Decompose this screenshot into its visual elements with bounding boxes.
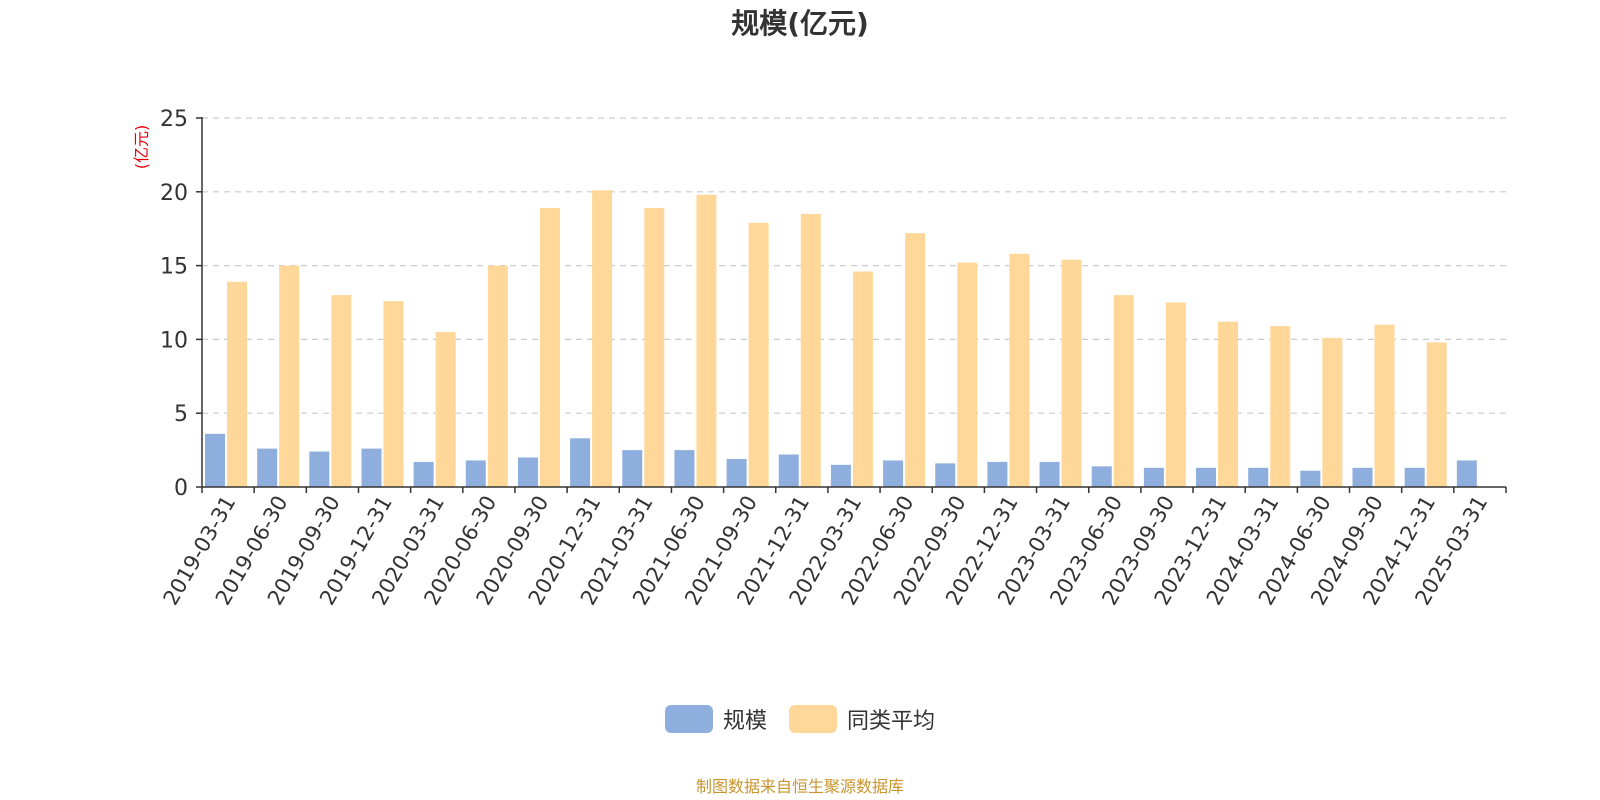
bar-series-0 — [830, 464, 851, 487]
bar-series-1 — [1426, 342, 1447, 487]
bar-series-0 — [465, 460, 486, 487]
bar-series-1 — [1374, 324, 1395, 487]
bar-series-0 — [622, 450, 643, 487]
bar-series-0 — [987, 461, 1008, 487]
legend: 规模 同类平均 — [0, 703, 1600, 735]
bar-series-0 — [1143, 467, 1164, 487]
bars — [205, 190, 1477, 487]
bar-series-0 — [413, 461, 434, 487]
bar-series-1 — [331, 295, 352, 487]
bar-series-1 — [435, 332, 456, 487]
bar-series-1 — [748, 222, 769, 487]
legend-swatch-series-0 — [664, 705, 713, 733]
bar-series-1 — [539, 208, 560, 487]
legend-swatch-series-1 — [789, 705, 837, 733]
y-tick-label: 15 — [160, 255, 188, 280]
bar-series-0 — [1404, 467, 1425, 487]
bar-series-0 — [1456, 460, 1477, 487]
legend-item-series-0[interactable]: 规模 — [664, 703, 767, 735]
bar-series-1 — [592, 190, 613, 487]
bar-series-1 — [800, 213, 821, 487]
bar-series-0 — [309, 451, 330, 487]
bar-series-0 — [361, 448, 382, 487]
bar-series-0 — [570, 438, 591, 487]
y-tick-label: 0 — [174, 476, 188, 501]
chart-title: 规模(亿元) — [731, 7, 869, 40]
bar-series-1 — [852, 271, 873, 487]
bar-series-0 — [883, 460, 904, 487]
axes: 05101520252019-03-312019-06-302019-09-30… — [159, 107, 1507, 609]
bar-series-0 — [935, 463, 956, 487]
bar-series-1 — [1165, 302, 1186, 487]
bar-series-1 — [1113, 295, 1134, 487]
bar-series-1 — [227, 281, 247, 487]
legend-label-series-1: 同类平均 — [847, 709, 936, 734]
bar-series-1 — [905, 233, 926, 487]
bar-series-1 — [957, 262, 978, 487]
y-axis-unit-label: (亿元) — [132, 125, 151, 170]
bar-series-0 — [1352, 467, 1373, 487]
legend-item-series-1[interactable]: 同类平均 — [789, 703, 935, 735]
bar-series-1 — [1061, 259, 1082, 487]
bar-series-1 — [1218, 321, 1239, 487]
bar-series-0 — [674, 450, 695, 487]
bar-series-0 — [1039, 461, 1060, 487]
y-tick-label: 20 — [160, 181, 188, 206]
bar-series-1 — [644, 208, 665, 487]
source-note: 制图数据来自恒生聚源数据库 — [695, 777, 904, 796]
bar-series-1 — [696, 194, 717, 487]
y-tick-label: 25 — [160, 107, 188, 132]
bar-series-0 — [726, 458, 747, 487]
y-tick-label: 10 — [160, 328, 188, 353]
bar-series-1 — [1270, 326, 1291, 487]
legend-label-series-0: 规模 — [722, 709, 767, 734]
bar-series-0 — [1300, 470, 1321, 487]
bar-series-1 — [279, 265, 300, 487]
bar-series-1 — [383, 301, 404, 487]
bar-series-0 — [1091, 466, 1112, 487]
y-tick-label: 5 — [174, 402, 188, 427]
bar-series-0 — [778, 454, 799, 487]
bar-series-0 — [205, 433, 225, 487]
bar-series-0 — [1196, 467, 1217, 487]
bar-series-1 — [1322, 337, 1343, 487]
bar-series-1 — [487, 265, 508, 487]
bar-series-0 — [1248, 467, 1269, 487]
bar-series-1 — [1009, 253, 1030, 487]
bar-series-0 — [517, 457, 538, 487]
bar-series-0 — [257, 448, 278, 487]
